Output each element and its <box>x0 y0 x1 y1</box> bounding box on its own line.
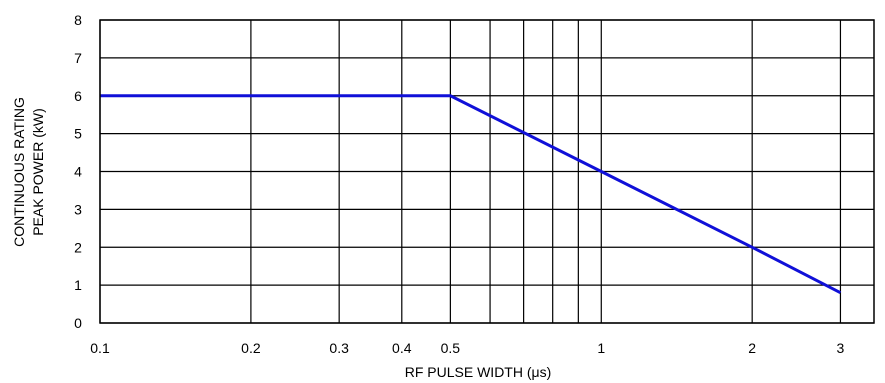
series-layer <box>100 94 842 295</box>
x-tick-label-2: 0.3 <box>329 340 349 356</box>
x-axis-label: RF PULSE WIDTH (μs) <box>405 364 552 380</box>
x-tick-labels: 0.1 0.2 0.3 0.4 0.5 1 2 3 <box>90 340 844 356</box>
x-tick-label-4: 0.5 <box>441 340 461 356</box>
y-tick-labels: 0 1 2 3 4 5 6 7 8 <box>74 12 82 331</box>
y-tick-label-1: 1 <box>74 277 82 293</box>
series-line-0 <box>100 94 842 295</box>
y-tick-label-4: 4 <box>74 164 82 180</box>
plot-border <box>99 19 875 324</box>
x-tick-label-3: 0.4 <box>392 340 412 356</box>
y-tick-label-8: 8 <box>74 12 82 28</box>
y-tick-label-7: 7 <box>74 50 82 66</box>
plot-frame <box>99 19 875 324</box>
y-tick-label-5: 5 <box>74 126 82 142</box>
y-axis-label-line-2: PEAK POWER (kW) <box>30 108 46 236</box>
grid <box>99 19 874 324</box>
x-tick-label-6: 2 <box>748 340 756 356</box>
y-axis-label-line-1: CONTINUOUS RATING <box>11 97 27 247</box>
x-tick-label-5: 1 <box>597 340 605 356</box>
x-tick-label-1: 0.2 <box>241 340 261 356</box>
y-tick-label-0: 0 <box>74 315 82 331</box>
y-tick-label-3: 3 <box>74 201 82 217</box>
y-tick-label-2: 2 <box>74 239 82 255</box>
x-tick-label-7: 3 <box>837 340 845 356</box>
x-tick-label-0: 0.1 <box>90 340 110 356</box>
y-tick-label-6: 6 <box>74 88 82 104</box>
